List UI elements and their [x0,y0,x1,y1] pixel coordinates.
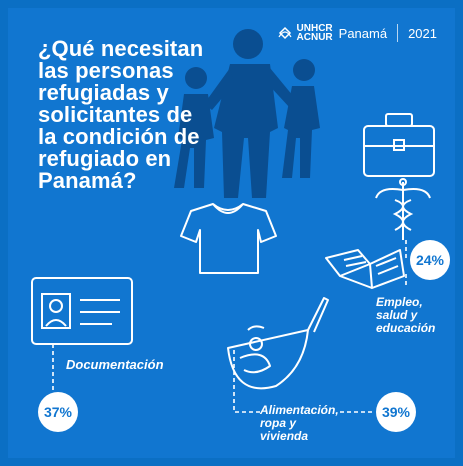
brand-header: UNHCR ACNUR Panamá 2021 [277,23,437,43]
family-silhouette [174,29,320,198]
shirt-icon [180,203,277,274]
title-line: solicitantes de [38,102,193,127]
percent-badge-documentacion: 37% [38,392,78,432]
id-card-icon [31,277,133,345]
book-icon [325,249,405,289]
logo-line-unhcr: UNHCR [296,23,333,34]
country-label: Panamá [338,25,388,41]
label-documentacion: Documentación [66,357,164,372]
logo-line-acnur: ACNUR [296,32,333,43]
label-line: Alimentación, [260,403,339,417]
title-line: ¿Qué necesitan [38,36,204,61]
label-alimentacion: Alimentación, ropa y vivienda [260,404,339,443]
food-bowl-icon [227,297,329,390]
briefcase-icon [363,113,435,177]
percent-badge-empleo: 24% [410,240,450,280]
year-label: 2021 [408,25,437,41]
infographic-frame: ¿Qué necesitan las personas refugiadas y… [8,8,455,458]
label-line: ropa y [260,416,297,430]
page-title: ¿Qué necesitan las personas refugiadas y… [38,38,268,192]
unhcr-emblem-icon [278,26,292,40]
title-line: Panamá? [38,168,137,193]
label-line: Empleo, [376,295,423,309]
title-line: refugiadas y [38,80,169,105]
brand-separator [397,24,399,42]
title-line: las personas [38,58,174,83]
label-empleo: Empleo, salud y educación [376,296,435,335]
title-line: refugiado en [38,146,172,171]
title-line: la condición de [38,124,200,149]
alimentacion-connector [233,350,260,413]
label-line: vivienda [260,429,309,443]
percent-badge-alimentacion: 39% [376,392,416,432]
unhcr-logo: UNHCR ACNUR [277,23,333,43]
label-line: educación [376,321,436,335]
label-line: salud y [376,308,418,322]
caduceus-icon [375,178,431,240]
